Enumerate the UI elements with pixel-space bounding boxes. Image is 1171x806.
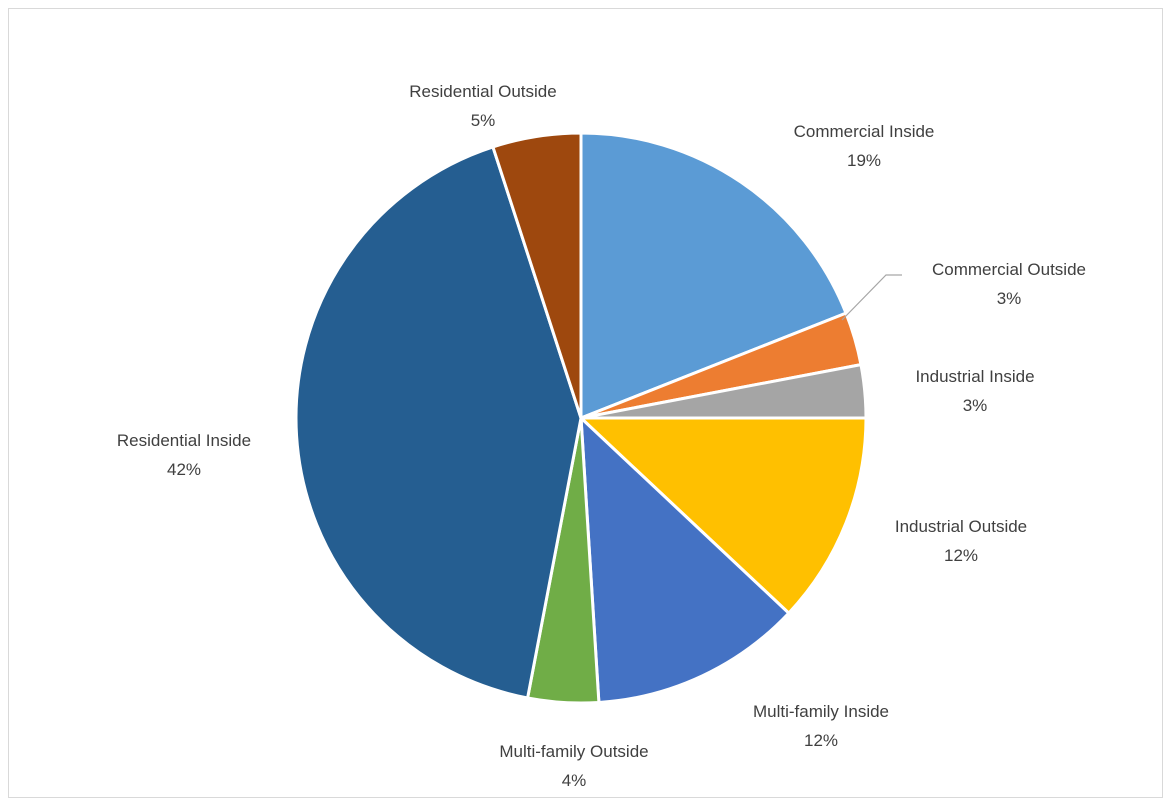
data-label-percent: 19% — [847, 151, 881, 170]
pie-chart: Commercial Inside 19% Commercial Outside 3%… — [117, 82, 1086, 790]
data-label-industrial-outside: Industrial Outside 12% — [895, 517, 1027, 565]
data-label-category: Commercial Outside — [932, 260, 1086, 279]
data-label-percent: 3% — [963, 396, 988, 415]
data-label-category: Residential Inside — [117, 431, 251, 450]
data-label-industrial-inside: Industrial Inside 3% — [915, 367, 1034, 415]
pie-slice-commercial-inside — [579, 131, 848, 420]
leader-lines — [841, 274, 902, 321]
data-label-percent: 4% — [562, 771, 587, 790]
data-label-category: Industrial Outside — [895, 517, 1027, 536]
data-label-category: Commercial Inside — [794, 122, 935, 141]
pie-slice-residential-inside — [294, 145, 583, 700]
data-label-residential-inside: Residential Inside 42% — [117, 431, 251, 479]
data-label-percent: 42% — [167, 460, 201, 479]
pie-slice-residential-outside — [491, 131, 583, 420]
data-label-commercial-outside: Commercial Outside 3% — [932, 260, 1086, 308]
data-label-residential-outside: Residential Outside 5% — [409, 82, 556, 130]
data-label-category: Industrial Inside — [915, 367, 1034, 386]
data-label-category: Residential Outside — [409, 82, 556, 101]
data-label-percent: 5% — [471, 111, 496, 130]
leader-line — [841, 274, 902, 321]
pie-slice-multi-family-inside — [579, 416, 791, 704]
data-label-commercial-inside: Commercial Inside 19% — [794, 122, 935, 170]
chart-frame: Commercial Inside 19% Commercial Outside 3%… — [8, 8, 1163, 798]
data-label-category: Multi-family Inside — [753, 702, 889, 721]
data-label-multi-family-outside: Multi-family Outside 4% — [499, 742, 648, 790]
slices-layer — [294, 131, 868, 705]
pie-slice-industrial-outside — [579, 416, 868, 615]
labels-layer: Commercial Inside 19% Commercial Outside 3%… — [117, 82, 1086, 790]
data-label-multi-family-inside: Multi-family Inside 12% — [753, 702, 889, 750]
data-label-percent: 12% — [944, 546, 978, 565]
data-label-category: Multi-family Outside — [499, 742, 648, 761]
data-label-percent: 12% — [804, 731, 838, 750]
data-label-percent: 3% — [997, 289, 1022, 308]
